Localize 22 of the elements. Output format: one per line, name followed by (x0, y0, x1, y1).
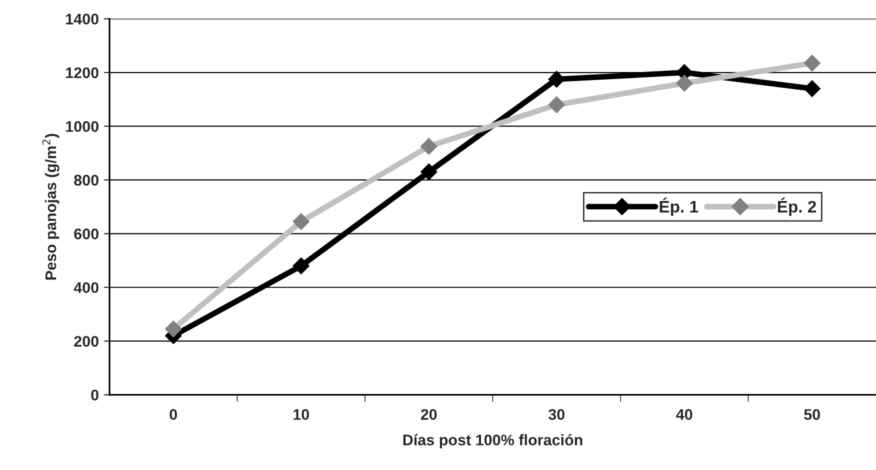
legend-label: Ép. 2 (778, 198, 816, 216)
x-tick-label: 10 (294, 409, 309, 420)
legend-label: Ép. 1 (660, 198, 698, 216)
y-tick-label: 600 (74, 228, 98, 240)
x-tick-label: 0 (170, 409, 177, 420)
y-tick-label: 200 (74, 336, 98, 347)
y-tick-label: 1200 (66, 67, 98, 78)
x-tick-label: 20 (420, 409, 437, 420)
y-tick-label: 1000 (66, 121, 98, 132)
point (804, 80, 820, 98)
y-tick-label: 0 (91, 390, 98, 400)
x-axis-title: Días post 100% floración (403, 434, 582, 448)
y-axis-title: Peso panojas (g/m$^{2}$) (42, 134, 60, 280)
point (548, 70, 565, 88)
point (420, 164, 438, 180)
x-tick-label: 40 (676, 409, 692, 420)
x-tick-label: 50 (804, 409, 820, 420)
y-tick-label: 800 (74, 174, 98, 186)
x-tick-label: 30 (548, 409, 564, 420)
y-tick-label: 400 (74, 282, 98, 294)
point (292, 258, 310, 274)
y-tick-label: 1400 (66, 14, 98, 24)
